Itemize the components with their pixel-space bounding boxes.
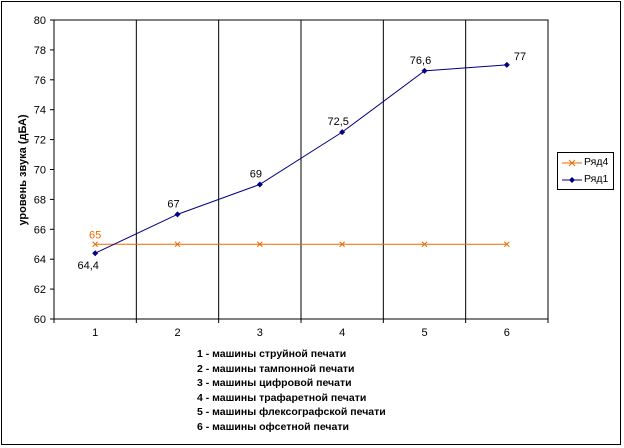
x-tick-label: 3 [257, 327, 263, 339]
x-tick-label: 6 [504, 327, 510, 339]
legend-label: Ряд1 [584, 173, 609, 185]
data-label: 69 [250, 168, 262, 180]
y-tick-label: 70 [34, 165, 46, 177]
data-point [256, 181, 263, 188]
category-notes: 1 - машины струйной печати 2 - машины та… [197, 347, 386, 435]
y-tick-label: 64 [34, 254, 46, 266]
x-tick-label: 1 [92, 327, 98, 339]
data-point [339, 241, 346, 248]
x-tick-label: 5 [421, 327, 427, 339]
note-item: 1 - машины струйной печати [197, 348, 347, 360]
note-item: 6 - машины офсетной печати [197, 420, 349, 433]
y-axis-label: уровень звука (дБА) [17, 114, 29, 225]
y-tick-label: 62 [34, 284, 46, 296]
legend-label: Ряд4 [584, 156, 609, 168]
data-label: 77 [514, 51, 526, 63]
note-item: 2 - машины тампонной печати [197, 362, 355, 375]
note-item: 5 - машины флексографской печати [197, 406, 386, 419]
legend: Ряд4 Ряд1 [557, 152, 614, 190]
data-point [339, 129, 346, 136]
data-label: 64,4 [77, 260, 98, 272]
legend-item-series-4: Ряд4 [558, 155, 615, 171]
data-point [421, 241, 428, 248]
data-label: 67 [167, 198, 179, 210]
note-item: 3 - машины цифровой печати [197, 377, 352, 390]
y-tick-label: 60 [34, 314, 46, 326]
data-point [174, 241, 181, 248]
y-tick-label: 66 [34, 224, 46, 236]
y-tick-label: 78 [34, 45, 46, 57]
data-point [503, 241, 510, 248]
data-point [421, 67, 428, 74]
data-point [92, 250, 99, 257]
y-tick-label: 74 [34, 105, 46, 117]
data-label: 76,6 [410, 55, 431, 67]
legend-item-series-1: Ряд1 [558, 172, 615, 188]
y-tick-label: 76 [34, 75, 46, 87]
data-point [92, 241, 99, 248]
y-tick-label: 80 [34, 15, 46, 27]
x-tick-label: 4 [339, 327, 345, 339]
series-line [94, 64, 507, 254]
data-point [503, 61, 510, 68]
data-label: 72,5 [327, 116, 348, 128]
data-label: 65 [89, 229, 101, 241]
note-item: 4 - машины трафаретной печати [197, 391, 367, 404]
y-tick-label: 68 [34, 194, 46, 206]
data-point [174, 211, 181, 218]
x-tick-label: 2 [174, 327, 180, 339]
data-point [256, 241, 263, 248]
y-tick-label: 72 [34, 135, 46, 147]
